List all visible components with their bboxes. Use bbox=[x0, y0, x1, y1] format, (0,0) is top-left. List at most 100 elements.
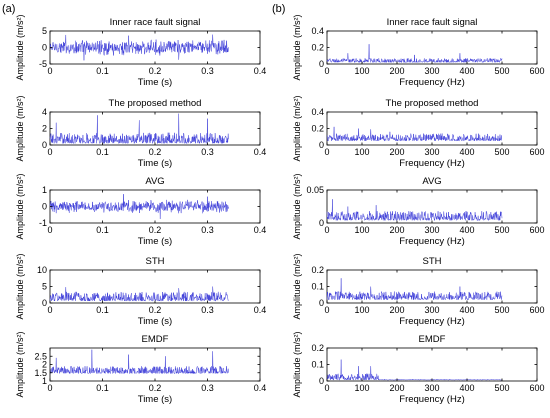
signal-line bbox=[326, 199, 503, 222]
panel-label-b: (b) bbox=[272, 3, 285, 15]
subplot-title: EMDF bbox=[419, 334, 446, 345]
subplot-b-4: EMDF 0 100 200 300 400 500 600 0 0.1 0.2 Frequency … bbox=[292, 331, 545, 405]
x-tick-label: 400 bbox=[459, 66, 474, 76]
y-tick-label: 1 bbox=[42, 376, 47, 386]
signal-line bbox=[49, 349, 229, 375]
subplot-title: STH bbox=[146, 256, 165, 267]
subplot-a-1: The proposed method 0 0.1 0.2 0.3 0.4 0 2 4 Time … bbox=[15, 95, 266, 169]
x-tick-label: 0.2 bbox=[149, 225, 162, 235]
x-tick-label: 0.1 bbox=[96, 305, 109, 315]
signal-line bbox=[326, 278, 503, 301]
x-tick-label: 0.1 bbox=[96, 66, 109, 76]
y-axis-label: Amplitude (m/s²) bbox=[15, 95, 25, 161]
y-tick-label: 0.2 bbox=[311, 124, 324, 134]
subplot-title: AVG bbox=[145, 176, 164, 187]
x-tick-label: 100 bbox=[354, 66, 369, 76]
y-tick-label: 5 bbox=[42, 282, 47, 292]
subplot-title: Inner race fault signal bbox=[387, 17, 478, 28]
x-axis-label: Frequency (Hz) bbox=[399, 158, 464, 169]
x-axis-label: Time (s) bbox=[138, 77, 172, 88]
y-tick-label: 2.5 bbox=[34, 351, 47, 361]
x-tick-label: 300 bbox=[424, 383, 439, 393]
x-tick-label: 600 bbox=[529, 383, 544, 393]
y-axis-label: Amplitude (m/s²) bbox=[15, 253, 25, 319]
y-tick-label: 0 bbox=[319, 140, 324, 150]
x-tick-label: 0.4 bbox=[254, 66, 267, 76]
y-tick-label: 0 bbox=[319, 376, 324, 386]
subplot-b-0: Inner race fault signal 0 100 200 300 400 500 6… bbox=[292, 14, 545, 88]
x-tick-label: 0 bbox=[324, 225, 329, 235]
x-tick-label: 0.2 bbox=[149, 147, 162, 157]
signal-line bbox=[49, 113, 229, 144]
x-tick-label: 0.4 bbox=[254, 225, 267, 235]
x-axis-label: Time (s) bbox=[138, 236, 172, 247]
y-axis-label: Amplitude (m/s²) bbox=[292, 331, 302, 397]
y-axis-label: Amplitude (m/s²) bbox=[15, 331, 25, 397]
x-tick-label: 0.4 bbox=[254, 383, 267, 393]
x-tick-label: 0.1 bbox=[96, 147, 109, 157]
axes-box bbox=[49, 347, 261, 382]
y-tick-label: 0.2 bbox=[311, 43, 324, 53]
y-tick-label: -1 bbox=[39, 218, 47, 228]
subplot-title: The proposed method bbox=[109, 98, 202, 109]
x-tick-label: 0 bbox=[324, 383, 329, 393]
x-tick-label: 500 bbox=[494, 66, 509, 76]
y-tick-label: 0 bbox=[319, 298, 324, 308]
x-tick-label: 0.2 bbox=[149, 383, 162, 393]
x-tick-label: 200 bbox=[389, 383, 404, 393]
y-tick-label: -5 bbox=[39, 59, 47, 69]
subplot-title: STH bbox=[423, 256, 442, 267]
y-tick-label: 0 bbox=[42, 298, 47, 308]
x-axis-label: Frequency (Hz) bbox=[399, 236, 464, 247]
y-tick-label: 0 bbox=[42, 43, 47, 53]
x-tick-label: 0.1 bbox=[96, 383, 109, 393]
y-tick-label: 0.4 bbox=[311, 107, 324, 117]
x-tick-label: 0.4 bbox=[254, 147, 267, 157]
x-tick-label: 0.3 bbox=[201, 66, 214, 76]
x-tick-label: 100 bbox=[354, 383, 369, 393]
x-tick-label: 200 bbox=[389, 147, 404, 157]
x-tick-label: 0 bbox=[47, 225, 52, 235]
x-tick-label: 400 bbox=[459, 383, 474, 393]
x-tick-label: 100 bbox=[354, 305, 369, 315]
x-tick-label: 500 bbox=[494, 383, 509, 393]
x-tick-label: 500 bbox=[494, 147, 509, 157]
x-tick-label: 0.1 bbox=[96, 225, 109, 235]
y-tick-label: 10 bbox=[37, 265, 47, 275]
signal-line bbox=[326, 126, 503, 142]
y-tick-label: 0.05 bbox=[306, 185, 324, 195]
x-tick-label: 600 bbox=[529, 66, 544, 76]
y-tick-label: 0 bbox=[42, 202, 47, 212]
x-tick-label: 0.3 bbox=[201, 147, 214, 157]
y-axis-label: Amplitude (m/s²) bbox=[15, 173, 25, 239]
x-tick-label: 200 bbox=[389, 305, 404, 315]
x-tick-label: 0 bbox=[47, 66, 52, 76]
y-tick-label: 0.1 bbox=[311, 282, 324, 292]
x-tick-label: 0 bbox=[324, 305, 329, 315]
y-tick-label: 1 bbox=[42, 185, 47, 195]
x-tick-label: 400 bbox=[459, 147, 474, 157]
y-tick-label: 0.1 bbox=[311, 360, 324, 370]
y-tick-label: 0 bbox=[42, 140, 47, 150]
panel-label-a: (a) bbox=[2, 3, 15, 15]
subplot-a-3: STH 0 0.1 0.2 0.3 0.4 0 5 10 Time (s) Amplitude (m… bbox=[15, 253, 266, 327]
x-tick-label: 0 bbox=[47, 305, 52, 315]
x-tick-label: 0 bbox=[324, 66, 329, 76]
y-axis-label: Amplitude (m/s²) bbox=[292, 253, 302, 319]
y-axis-label: Amplitude (m/s²) bbox=[292, 95, 302, 161]
y-axis-label: Amplitude (m/s²) bbox=[292, 14, 302, 80]
axes-box bbox=[326, 30, 538, 65]
subplot-title: The proposed method bbox=[386, 98, 479, 109]
x-tick-label: 200 bbox=[389, 66, 404, 76]
x-tick-label: 500 bbox=[494, 305, 509, 315]
axes-box bbox=[326, 189, 538, 224]
subplot-title: AVG bbox=[422, 176, 441, 187]
x-axis-label: Time (s) bbox=[138, 158, 172, 169]
y-tick-label: 4 bbox=[42, 107, 47, 117]
x-tick-label: 0.2 bbox=[149, 305, 162, 315]
y-tick-label: 2 bbox=[42, 360, 47, 370]
x-tick-label: 600 bbox=[529, 225, 544, 235]
x-axis-label: Frequency (Hz) bbox=[399, 77, 464, 88]
